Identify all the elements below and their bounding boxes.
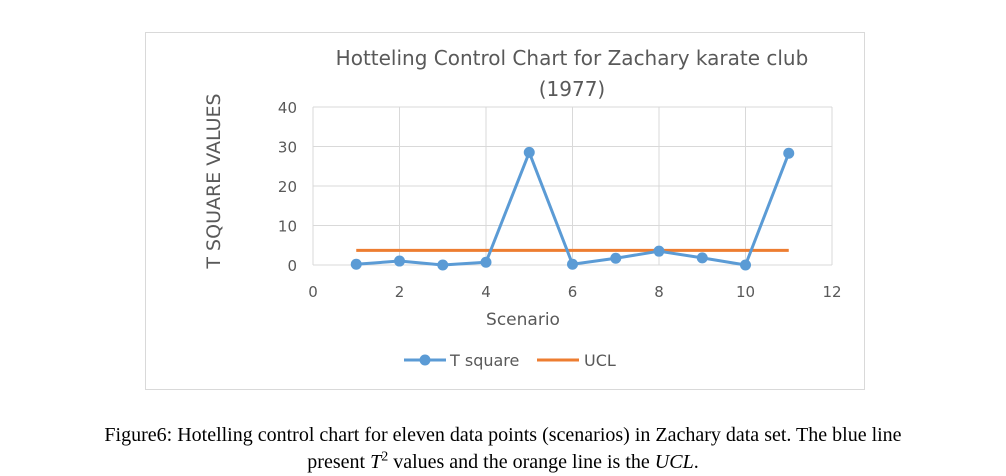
y-axis-label: T SQUARE VALUES: [203, 93, 225, 269]
data-point: [523, 146, 535, 158]
y-tick-label: 40: [278, 99, 297, 117]
legend-t-square-label: T square: [449, 351, 519, 370]
x-tick-label: 4: [481, 283, 491, 301]
caption-t-symbol: T: [370, 451, 382, 473]
data-point: [696, 252, 708, 264]
x-tick-label: 2: [395, 283, 405, 301]
x-tick-label: 8: [654, 283, 664, 301]
x-tick-label: 0: [308, 283, 318, 301]
y-tick-label: 10: [278, 218, 297, 236]
y-tick-label: 0: [287, 257, 297, 275]
x-tick-label: 6: [568, 283, 578, 301]
data-point: [567, 258, 578, 270]
data-point: [394, 255, 405, 267]
caption-line-1: Figure6: Hotelling control chart for ele…: [104, 424, 902, 446]
data-point: [480, 256, 492, 268]
data-point: [350, 258, 362, 270]
caption-text: values and the orange line is the: [388, 451, 655, 473]
legend-t-square-marker: [419, 354, 431, 366]
y-tick-label: 20: [278, 178, 297, 196]
data-point: [783, 147, 795, 159]
legend-ucl-label: UCL: [584, 351, 616, 370]
caption-text: .: [693, 451, 699, 473]
data-point: [740, 259, 751, 271]
data-point: [610, 252, 622, 264]
x-tick-label: 12: [822, 283, 841, 301]
line-chart: 0 10 20 30 40 0 2 4 6 8 10 12 Hotteling Control Char…: [203, 46, 842, 370]
x-tick-label: 10: [736, 283, 755, 301]
y-tick-label: 30: [278, 139, 297, 157]
x-axis-label: Scenario: [486, 310, 560, 330]
caption-ucl: UCL: [654, 451, 694, 473]
caption-text: present: [307, 451, 371, 473]
data-point: [437, 259, 449, 271]
caption-t-exponent: 2: [381, 449, 389, 465]
chart-title-line-2: (1977): [539, 77, 606, 101]
chart-frame: 0 10 20 30 40 0 2 4 6 8 10 12 Hotteling Control Char…: [145, 32, 865, 390]
chart-title-line-1: Hotteling Control Chart for Zachary kara…: [336, 46, 809, 70]
caption-line-2: present T2 values and the orange line is…: [0, 449, 1006, 476]
figure-caption: Figure6: Hotelling control chart for ele…: [0, 422, 1006, 476]
data-point: [653, 245, 665, 257]
